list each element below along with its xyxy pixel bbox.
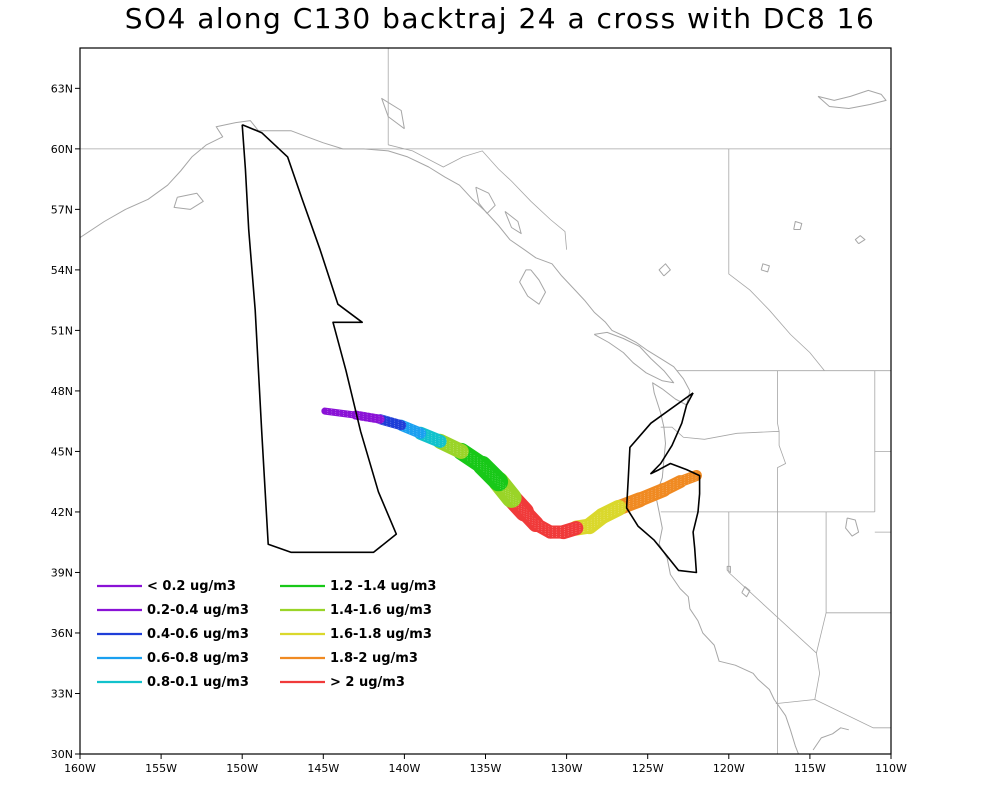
lat-tick-label-11: 63N: [51, 82, 73, 95]
legend-label-8: 1.8-2 ug/m3: [330, 651, 418, 666]
trajectory-strand-3: [324, 413, 697, 535]
lat-tick-label-3: 39N: [51, 566, 73, 579]
legend-label-9: > 2 ug/m3: [330, 675, 405, 690]
coastline-5: [475, 186, 496, 214]
coastline-7: [381, 97, 405, 130]
lon-tick-label-4: 140W: [388, 762, 420, 775]
coastline-14: [726, 565, 731, 573]
lon-tick-label-9: 115W: [794, 762, 826, 775]
so4-back-trajectory: [321, 406, 702, 540]
lat-tick-label-5: 45N: [51, 445, 73, 458]
boundary-1: [388, 144, 567, 250]
legend-label-1: 0.2-0.4 ug/m3: [147, 603, 249, 618]
lon-tick-label-0: 160W: [64, 762, 96, 775]
lon-tick-label-5: 135W: [470, 762, 502, 775]
lat-tick-label-7: 51N: [51, 324, 73, 337]
coastline-4: [173, 192, 204, 210]
lat-tick-label-1: 33N: [51, 687, 73, 700]
map-title: SO4 along C130 backtraj 24 a cross with …: [124, 2, 876, 35]
lon-tick-label-10: 110W: [875, 762, 907, 775]
axis-ticks: 160W 155W 150W 145W 140W 135W 130W 125W 120W 115W…: [51, 82, 907, 775]
boundary-8: [777, 370, 780, 432]
legend-label-2: 0.4-0.6 ug/m3: [147, 627, 249, 642]
political-boundary-layer: [80, 48, 891, 754]
lon-tick-label-2: 150W: [226, 762, 258, 775]
trajectory-segment-20: [321, 407, 360, 419]
coastline-13: [741, 586, 751, 598]
boundary-3: [728, 148, 825, 371]
lat-tick-label-10: 60N: [51, 143, 73, 156]
trajectory-strand-1: [324, 408, 697, 531]
coastline-3: [593, 331, 675, 384]
trajectory-strand-2: [324, 410, 697, 533]
lat-tick-label-8: 54N: [51, 264, 73, 277]
lat-tick-label-2: 36N: [51, 627, 73, 640]
legend: < 0.2 ug/m3 0.2-0.4 ug/m3 0.4-0.6 ug/m3 0.6…: [97, 579, 436, 690]
boundary-9: [728, 511, 817, 654]
dc8-flight-track: [241, 123, 398, 554]
lat-tick-label-4: 42N: [51, 506, 73, 519]
lon-tick-label-3: 145W: [307, 762, 339, 775]
coastline-0: [80, 120, 799, 754]
coastline-2: [519, 269, 546, 305]
legend-label-7: 1.6-1.8 ug/m3: [330, 627, 432, 642]
coastline-1: [812, 727, 849, 751]
flight-track-layer: [241, 123, 701, 574]
coastline-10: [793, 221, 803, 230]
boundary-11: [775, 511, 827, 704]
coastline-15: [845, 517, 860, 537]
trajectory-strand-4: [324, 415, 697, 537]
legend-label-5: 1.2 -1.4 ug/m3: [330, 579, 436, 594]
legend-label-3: 0.6-0.8 ug/m3: [147, 651, 249, 666]
legend-label-6: 1.4-1.6 ug/m3: [330, 603, 432, 618]
coastline-9: [760, 263, 770, 273]
legend-label-0: < 0.2 ug/m3: [147, 579, 236, 594]
coastline-6: [504, 211, 522, 235]
lon-tick-label-6: 130W: [551, 762, 583, 775]
coastline-8: [658, 263, 671, 277]
lat-tick-label-0: 30N: [51, 748, 73, 761]
boundary-6: [660, 426, 787, 512]
lat-tick-label-9: 57N: [51, 203, 73, 216]
coastline-11: [854, 235, 866, 245]
lon-tick-label-7: 125W: [632, 762, 664, 775]
boundary-13: [814, 699, 891, 729]
coastline-layer: [80, 89, 887, 754]
lon-tick-label-8: 120W: [713, 762, 745, 775]
legend-label-4: 0.8-0.1 ug/m3: [147, 675, 249, 690]
c130-flight-track: [625, 392, 701, 574]
lat-tick-label-6: 48N: [51, 385, 73, 398]
coastline-12: [817, 89, 887, 109]
lon-tick-label-1: 155W: [145, 762, 177, 775]
